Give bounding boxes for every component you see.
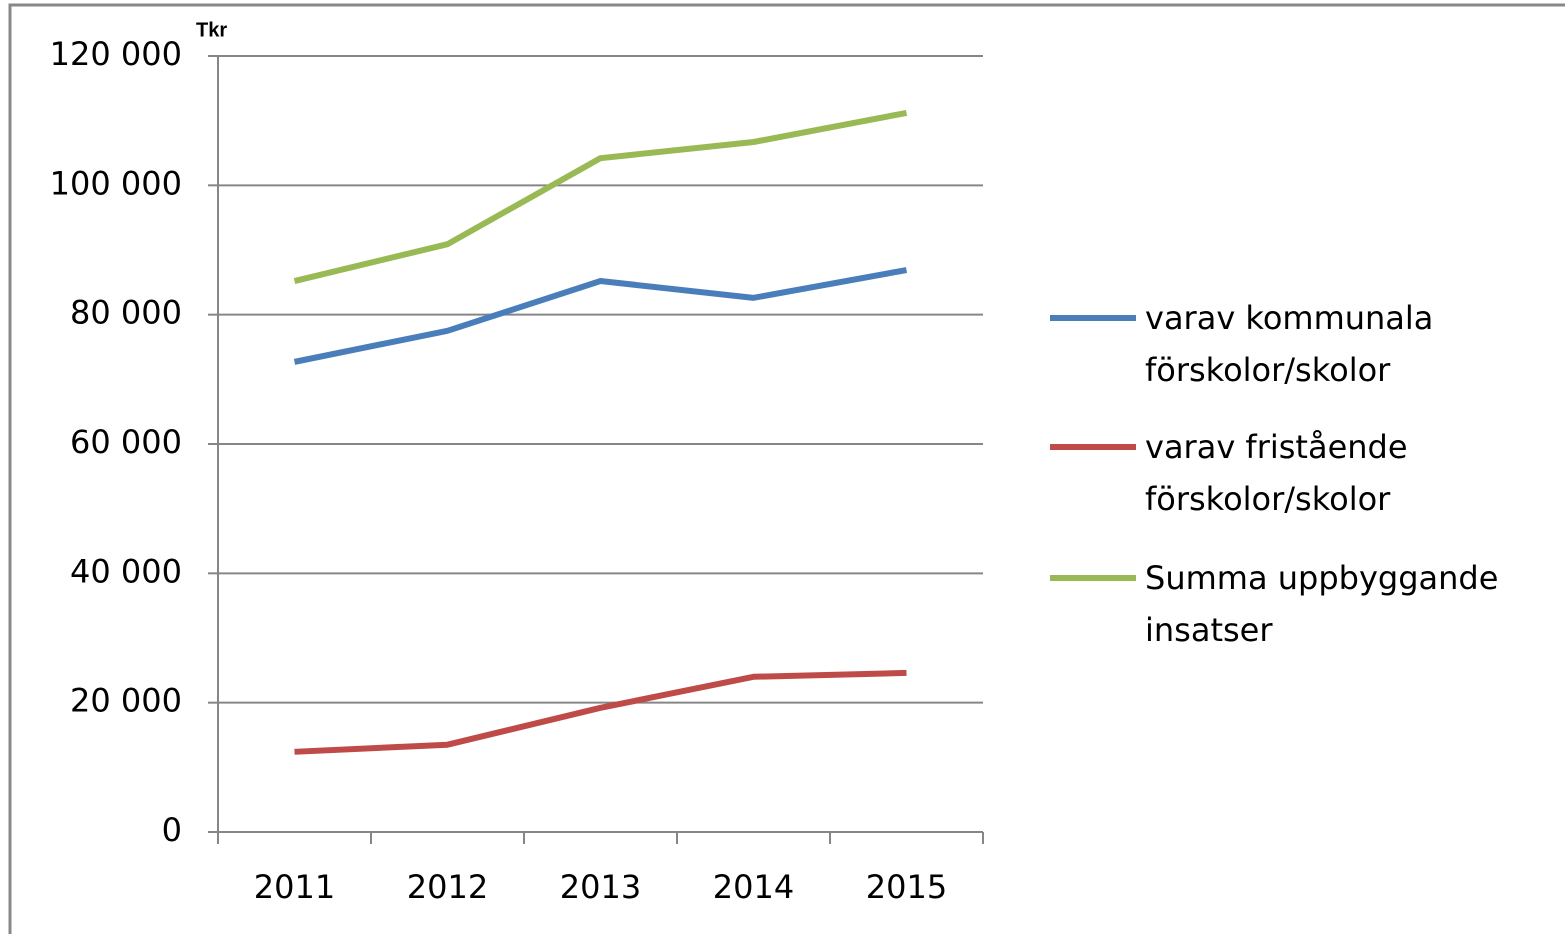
y-tick-label: 60 000 [70, 423, 182, 461]
y-tick-label: 80 000 [70, 294, 182, 332]
y-tick-label: 0 [162, 811, 182, 849]
x-tick-label: 2015 [866, 868, 947, 906]
legend-label: varav kommunala förskolor/skolor [1145, 299, 1434, 389]
y-tick-label: 20 000 [70, 682, 182, 720]
series-line [293, 109, 908, 284]
x-tick-label: 2012 [407, 868, 488, 906]
y-tick-label: 100 000 [50, 164, 182, 202]
legend-label: Summa uppbyggande insatser [1145, 559, 1499, 649]
x-tick-label: 2013 [560, 868, 641, 906]
y-tick-label: 40 000 [70, 552, 182, 590]
series-line [293, 267, 908, 365]
series-line [294, 669, 907, 755]
chart-frame [8, 3, 1565, 934]
y-unit-label: Tkr [196, 19, 227, 41]
legend-label: varav fristående förskolor/skolor [1145, 428, 1408, 518]
y-tick-label: 120 000 [50, 35, 182, 73]
x-tick-label: 2014 [713, 868, 794, 906]
x-tick-label: 2011 [254, 868, 335, 906]
